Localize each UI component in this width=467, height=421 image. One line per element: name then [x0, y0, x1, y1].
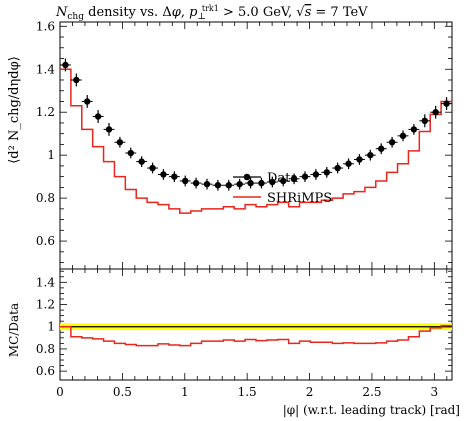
data-point — [160, 171, 167, 178]
data-point — [334, 164, 341, 172]
y-tick-label-ratio: 1.4 — [36, 275, 55, 289]
x-tick-label: 2.5 — [362, 385, 381, 399]
data-point — [345, 160, 352, 167]
data-point — [62, 61, 69, 69]
data-point — [127, 149, 134, 157]
data-point — [192, 179, 200, 187]
y-tick-label-main: 1.2 — [36, 105, 55, 119]
legend-data-label: Data — [267, 171, 298, 186]
y-tick-label-main: 0.8 — [36, 191, 55, 205]
y-tick-label-main: 1.6 — [36, 19, 55, 33]
data-point — [247, 179, 254, 187]
data-point — [116, 139, 124, 146]
data-point — [399, 132, 407, 140]
y-tick-label-ratio: 0.6 — [36, 364, 55, 378]
data-point — [421, 117, 428, 125]
data-point — [432, 109, 439, 116]
y-tick-label-main: 0.6 — [36, 234, 55, 248]
data-point — [182, 177, 189, 185]
data-point — [378, 145, 385, 152]
data-point — [280, 177, 287, 185]
data-point — [138, 158, 145, 165]
data-point — [410, 126, 418, 133]
data-point — [388, 139, 396, 146]
legend-shrimps-label: SHRiMPS — [267, 191, 332, 206]
data-point — [171, 173, 178, 180]
data-point — [225, 182, 232, 189]
data-point — [94, 113, 102, 120]
data-point — [323, 169, 330, 176]
x-tick-label: 2 — [306, 385, 314, 399]
ratio-step-line — [60, 324, 452, 347]
data-point — [236, 180, 243, 188]
data-point — [356, 156, 363, 163]
data-point — [105, 126, 113, 133]
data-point — [367, 151, 374, 159]
x-tick-label: 1 — [181, 385, 189, 399]
data-point — [443, 100, 450, 107]
x-tick-label: 0 — [56, 385, 64, 399]
y-tick-label-main: 1 — [47, 148, 55, 162]
main-panel-frame — [59, 21, 453, 270]
x-tick-label: 1.5 — [238, 385, 257, 399]
y-tick-label-ratio: 1 — [47, 320, 55, 334]
y-tick-label-main: 1.4 — [36, 62, 55, 76]
data-point — [84, 98, 91, 105]
x-axis-label: |φ| (w.r.t. leading track) [rad] — [283, 403, 460, 417]
data-point — [290, 175, 298, 182]
y-tick-label-ratio: 1.2 — [36, 298, 55, 312]
shrimps-step-line — [60, 68, 452, 214]
data-point — [258, 179, 265, 187]
y-axis-label-ratio: MC/Data — [7, 303, 21, 357]
data-point — [269, 178, 276, 186]
data-point — [203, 180, 211, 188]
chart-title: Nchg density vs. Δφ, p⊥trk1 > 5.0 GeV, √… — [55, 4, 368, 22]
x-tick-label: 3 — [431, 385, 439, 399]
data-point — [301, 173, 309, 180]
data-point — [214, 182, 222, 189]
y-tick-label-ratio: 0.8 — [36, 342, 55, 356]
data-point — [149, 164, 156, 172]
data-point — [312, 171, 320, 178]
data-point — [73, 76, 80, 84]
y-axis-label-main: ⟨d² N_chg/dηdφ⟩ — [7, 56, 22, 164]
x-tick-label: 0.5 — [113, 385, 132, 399]
legend-data-marker — [243, 173, 251, 181]
legend: Data SHRiMPS — [233, 171, 332, 206]
